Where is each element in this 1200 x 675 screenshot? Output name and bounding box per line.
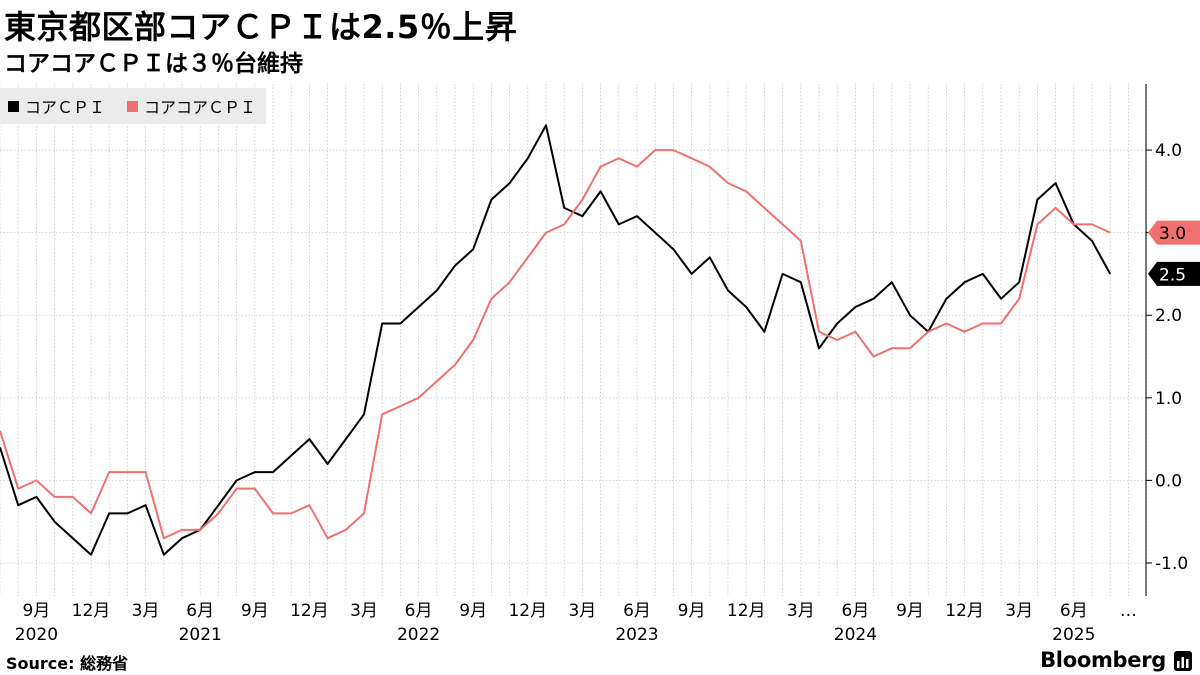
source-text: 総務省 xyxy=(80,654,129,673)
last-value-tag-core xyxy=(1148,261,1200,286)
series-line-core xyxy=(0,124,1112,556)
y-tick-label: 0.0 xyxy=(1155,471,1182,491)
x-tick-label: 6月 xyxy=(405,601,433,621)
last-value-label-core: 2.5 xyxy=(1159,265,1186,285)
y-tick-label: 4.0 xyxy=(1155,141,1182,161)
legend-item-corecore: コアコアＣＰＩ xyxy=(127,94,256,118)
legend-swatch-core xyxy=(8,100,19,112)
chart-title: 東京都区部コアＣＰＩは2.5％上昇 xyxy=(4,8,518,46)
x-year-label: 2021 xyxy=(179,625,222,645)
x-tick-label: 6月 xyxy=(623,601,651,621)
legend-item-core: コアＣＰＩ xyxy=(8,94,105,118)
series-line-corecore xyxy=(0,149,1111,540)
legend-label-corecore: コアコアＣＰＩ xyxy=(144,98,257,117)
x-tick-label: 3月 xyxy=(132,601,160,621)
x-tick-label: 12月 xyxy=(508,601,547,621)
source-label: Source: xyxy=(6,654,75,673)
x-tick-label: 9月 xyxy=(459,601,487,621)
x-tick-label: … xyxy=(1120,601,1137,621)
x-tick-label: 12月 xyxy=(727,601,766,621)
x-tick-label: 9月 xyxy=(22,601,50,621)
x-tick-label: 9月 xyxy=(896,601,924,621)
x-year-label: 2025 xyxy=(1052,625,1095,645)
legend-swatch-corecore xyxy=(127,100,139,112)
x-tick-label: 9月 xyxy=(678,601,706,621)
bloomberg-chart-icon xyxy=(1174,651,1192,671)
last-value-tag-corecore xyxy=(1148,220,1200,245)
chart-subtitle: コアコアＣＰＩは３％台維持 xyxy=(4,51,303,77)
x-tick-label: 6月 xyxy=(1060,601,1088,621)
x-tick-label: 12月 xyxy=(945,601,984,621)
x-tick-label: 3月 xyxy=(350,601,378,621)
x-tick-label: 9月 xyxy=(241,601,269,621)
y-tick-label: 2.0 xyxy=(1155,306,1182,326)
last-value-label-corecore: 3.0 xyxy=(1159,224,1186,244)
source-note: Source: 総務省 xyxy=(6,650,128,674)
x-tick-label: 12月 xyxy=(72,601,111,621)
y-tick-label: -1.0 xyxy=(1155,554,1188,574)
x-tick-label: 3月 xyxy=(1005,601,1033,621)
x-tick-label: 3月 xyxy=(787,601,815,621)
x-year-label: 2023 xyxy=(615,625,658,645)
y-tick-label: 1.0 xyxy=(1155,389,1182,409)
x-tick-label: 3月 xyxy=(568,601,596,621)
x-year-label: 2024 xyxy=(834,625,877,645)
legend: コアＣＰＩ コアコアＣＰＩ xyxy=(0,88,267,124)
x-tick-label: 6月 xyxy=(186,601,214,621)
bloomberg-logo: Bloomberg xyxy=(1040,648,1166,672)
legend-label-core: コアＣＰＩ xyxy=(25,98,106,117)
x-year-label: 2020 xyxy=(15,625,58,645)
x-tick-label: 12月 xyxy=(290,601,329,621)
x-tick-label: 6月 xyxy=(841,601,869,621)
x-year-label: 2022 xyxy=(397,625,440,645)
